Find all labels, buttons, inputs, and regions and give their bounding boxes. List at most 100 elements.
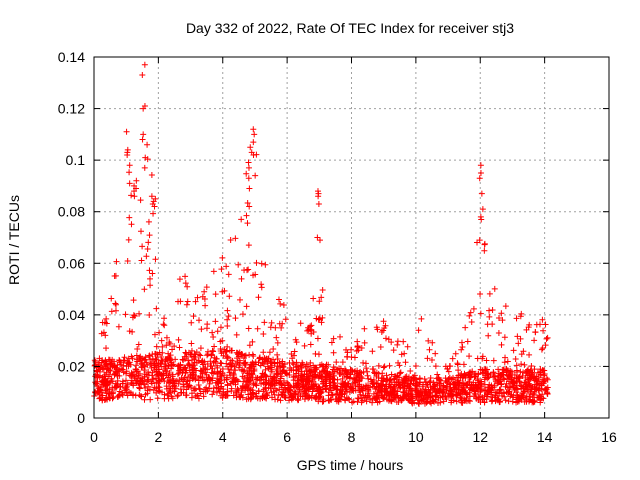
x-tick-label: 8 xyxy=(348,429,356,445)
data-point xyxy=(308,322,315,329)
data-point xyxy=(174,371,181,378)
data-point xyxy=(313,383,320,390)
data-point xyxy=(354,343,361,350)
data-point xyxy=(246,351,253,358)
data-point xyxy=(499,366,506,373)
data-point xyxy=(241,352,248,359)
data-point xyxy=(363,365,370,372)
data-point xyxy=(305,326,312,333)
data-point xyxy=(274,371,281,378)
y-tick-label: 0.14 xyxy=(58,49,85,65)
data-point xyxy=(168,365,175,372)
data-point xyxy=(204,348,211,355)
data-point xyxy=(395,359,402,366)
data-point xyxy=(492,374,499,381)
data-point xyxy=(145,218,152,225)
data-point xyxy=(169,395,176,402)
data-point xyxy=(115,323,122,330)
data-point xyxy=(381,363,388,370)
data-point xyxy=(184,298,191,305)
data-point xyxy=(402,359,409,366)
data-point xyxy=(147,396,154,403)
data-point xyxy=(145,239,152,246)
data-point xyxy=(529,369,536,376)
data-point xyxy=(461,370,468,377)
data-point xyxy=(414,389,421,396)
data-point xyxy=(414,397,421,404)
data-point xyxy=(123,368,130,375)
data-point xyxy=(504,384,511,391)
data-point xyxy=(370,381,377,388)
data-point xyxy=(425,337,432,344)
data-point xyxy=(243,170,250,177)
data-point xyxy=(540,327,547,334)
data-point xyxy=(133,362,140,369)
data-point xyxy=(316,298,323,305)
data-point xyxy=(132,392,139,399)
data-point xyxy=(134,345,141,352)
data-point xyxy=(330,349,337,356)
data-point xyxy=(155,387,162,394)
data-point xyxy=(124,151,131,158)
data-point xyxy=(448,388,455,395)
data-point xyxy=(490,357,497,364)
data-point xyxy=(380,318,387,325)
data-point xyxy=(249,338,256,345)
data-point xyxy=(249,359,256,366)
data-point xyxy=(128,192,135,199)
data-point xyxy=(208,351,215,358)
data-point xyxy=(540,367,547,374)
data-point xyxy=(196,351,203,358)
data-point xyxy=(212,318,219,325)
data-point xyxy=(476,237,483,244)
data-point xyxy=(325,397,332,404)
data-point xyxy=(258,284,265,291)
data-point xyxy=(477,162,484,169)
x-tick-label: 12 xyxy=(472,429,488,445)
data-point xyxy=(112,300,119,307)
data-point xyxy=(308,380,315,387)
data-point xyxy=(211,343,218,350)
data-point xyxy=(199,370,206,377)
data-point xyxy=(126,180,133,187)
data-point xyxy=(400,338,407,345)
data-point xyxy=(141,396,148,403)
data-point xyxy=(223,376,230,383)
data-point xyxy=(274,351,281,358)
data-point xyxy=(482,367,489,374)
data-point xyxy=(259,360,266,367)
data-point xyxy=(516,395,523,402)
data-point xyxy=(390,347,397,354)
data-point xyxy=(410,374,417,381)
data-point xyxy=(171,382,178,389)
data-point xyxy=(360,359,367,366)
data-point xyxy=(244,372,251,379)
data-point xyxy=(91,357,98,364)
data-point xyxy=(261,319,268,326)
data-point xyxy=(418,315,425,322)
data-point xyxy=(503,368,510,375)
data-point xyxy=(262,261,269,268)
data-point xyxy=(246,342,253,349)
data-point xyxy=(127,390,134,397)
data-point xyxy=(298,374,305,381)
data-point xyxy=(431,381,438,388)
data-point xyxy=(363,398,370,405)
data-point xyxy=(158,337,165,344)
data-point xyxy=(243,396,250,403)
data-point xyxy=(386,392,393,399)
data-point xyxy=(374,326,381,333)
data-point xyxy=(350,375,357,382)
data-point xyxy=(221,346,228,353)
data-point xyxy=(224,316,231,323)
data-point xyxy=(330,335,337,342)
data-point xyxy=(223,263,230,270)
data-point xyxy=(107,394,114,401)
data-point xyxy=(504,372,511,379)
data-point xyxy=(351,354,358,361)
data-point xyxy=(246,203,253,210)
data-point xyxy=(156,329,163,336)
data-point xyxy=(278,384,285,391)
data-point xyxy=(248,367,255,374)
data-point xyxy=(288,393,295,400)
